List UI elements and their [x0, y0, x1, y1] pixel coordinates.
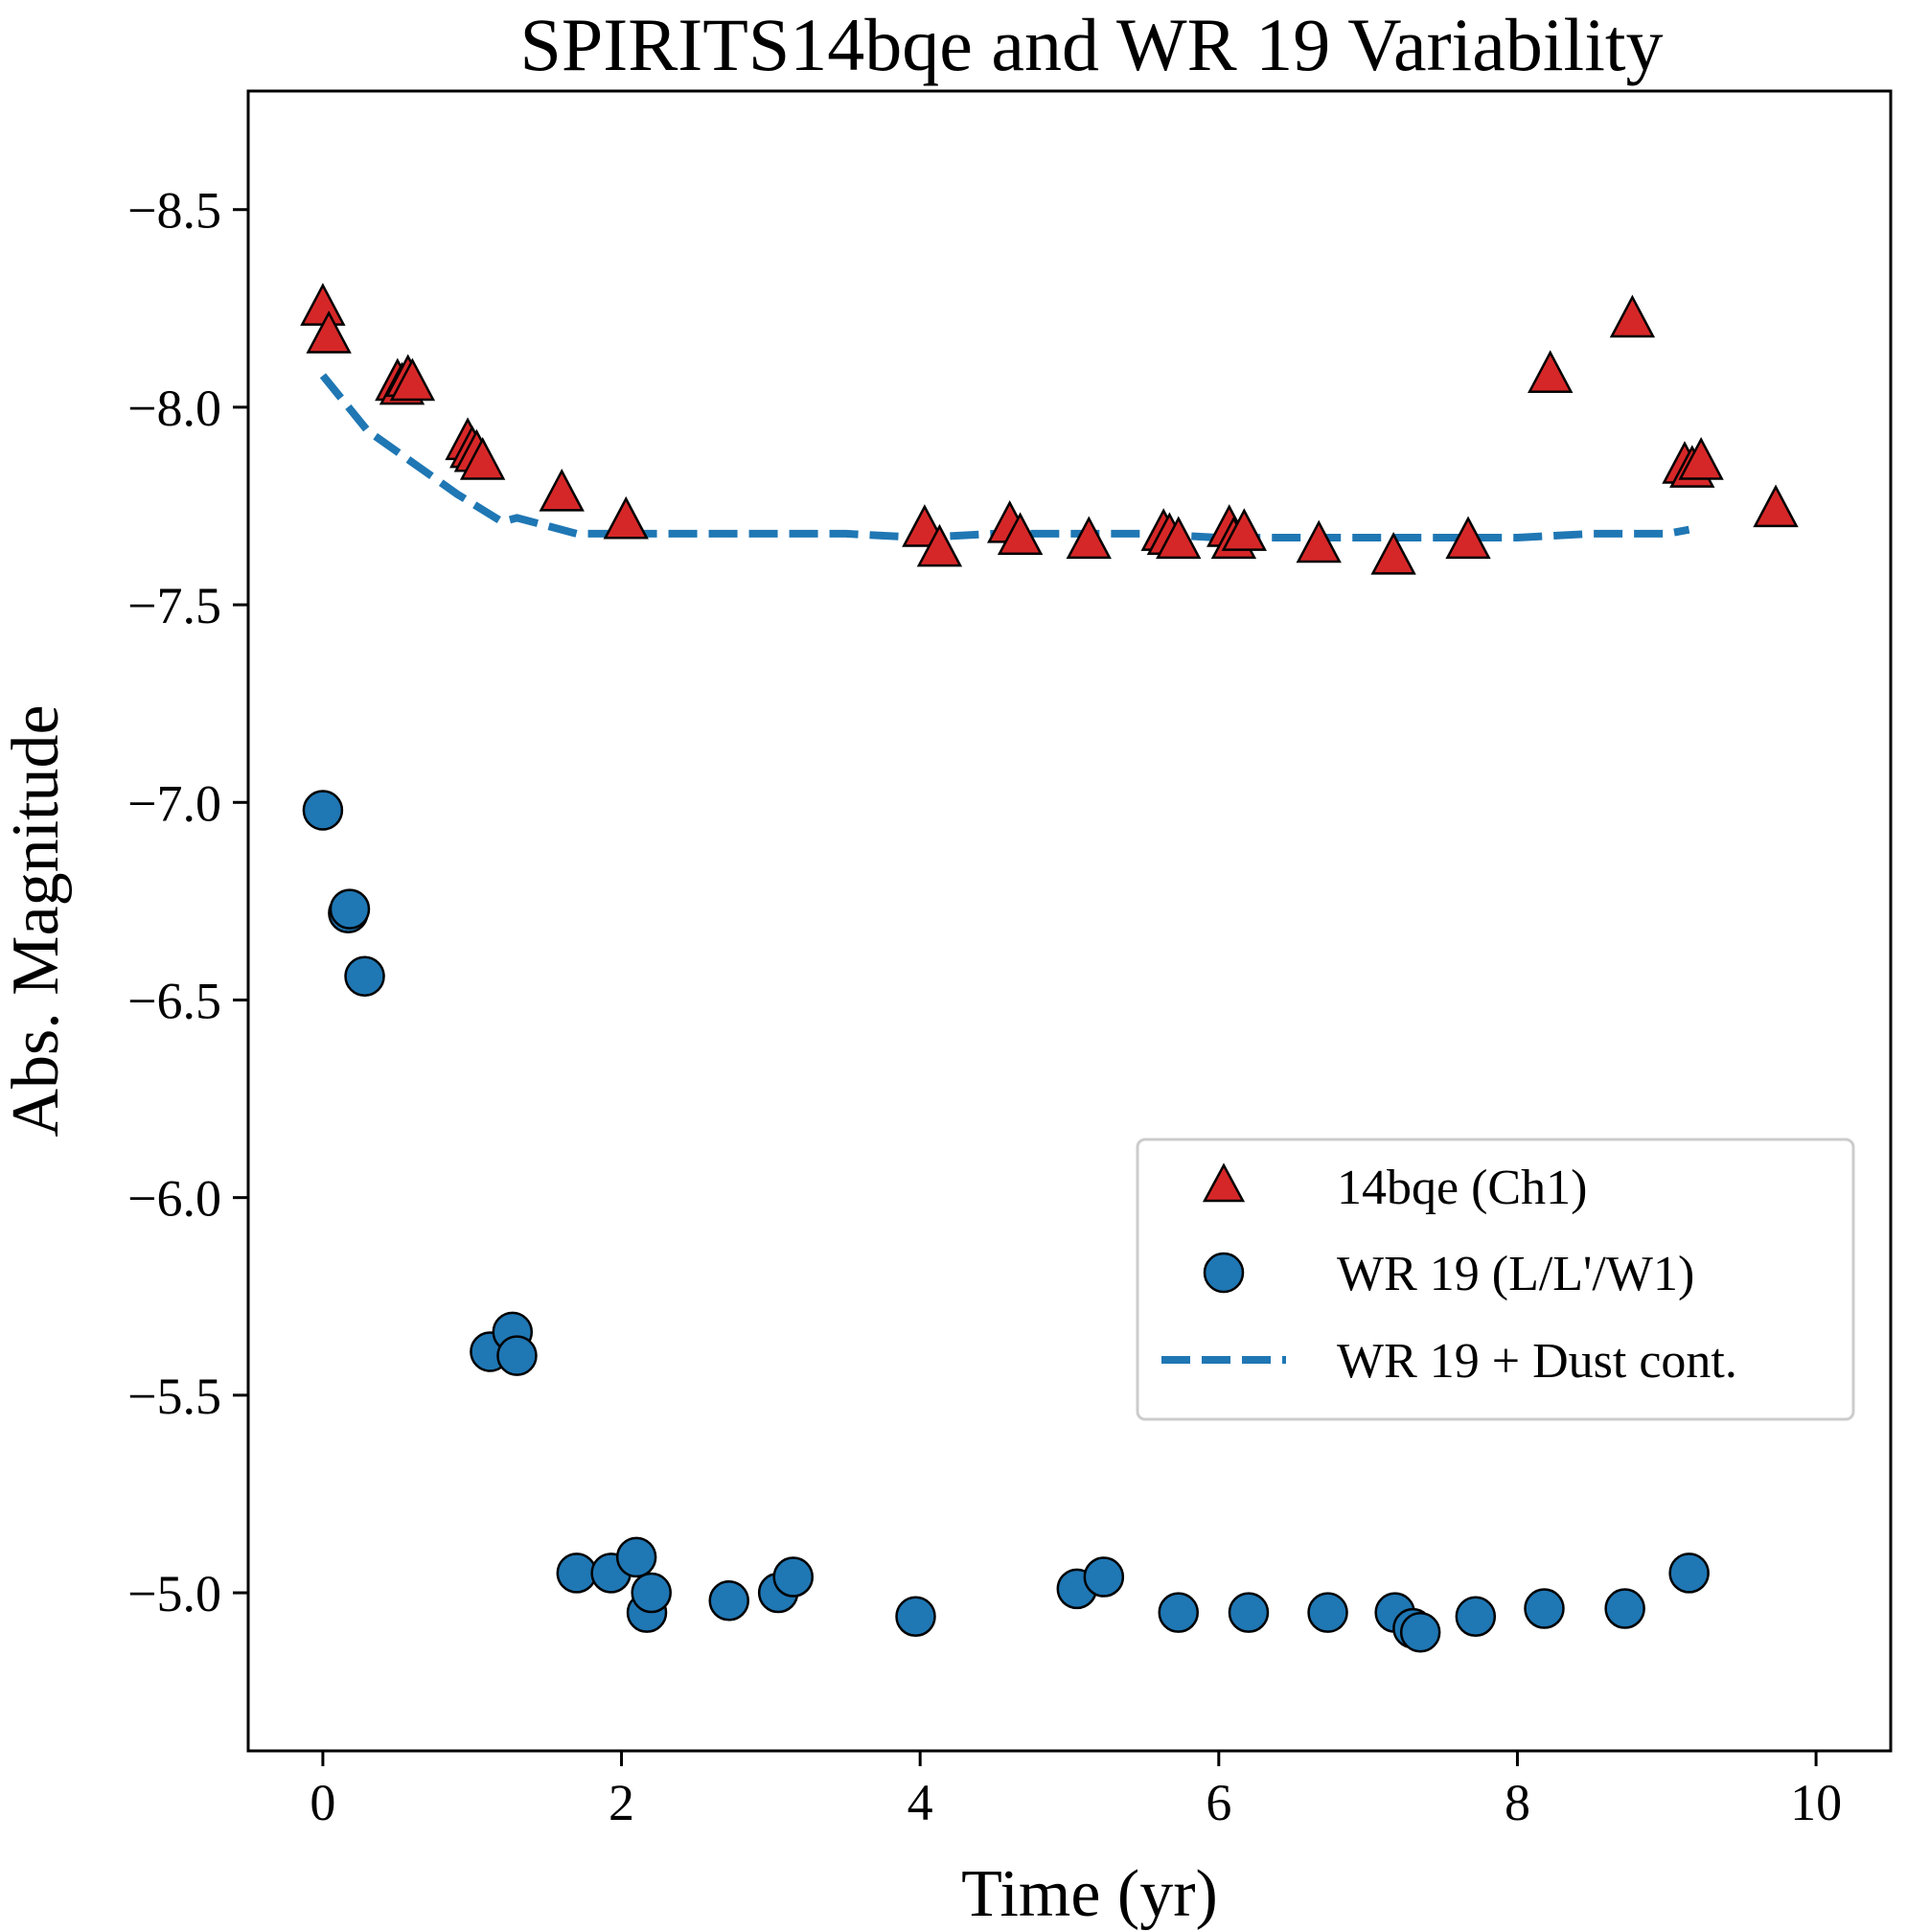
legend-label-14bqe: 14bqe (Ch1) [1337, 1161, 1587, 1215]
y-tick-label: −7.0 [127, 774, 221, 832]
data-point-14bqe [1678, 436, 1724, 480]
data-point-14bqe [459, 436, 506, 480]
legend-label-dust: WR 19 + Dust cont. [1337, 1334, 1737, 1389]
x-axis-label: Time (yr) [961, 1857, 1218, 1931]
data-point-14bqe [997, 512, 1044, 556]
data-point-wr19 [895, 1596, 936, 1638]
series-line-wr19-dust [319, 373, 1690, 542]
data-point-14bqe [1445, 516, 1491, 560]
data-point-14bqe [306, 310, 352, 354]
data-point-14bqe [1221, 508, 1267, 551]
data-point-wr19 [302, 790, 344, 831]
data-point-wr19 [1228, 1592, 1270, 1633]
x-tick-label: 4 [908, 1774, 933, 1831]
y-tick-label: −8.5 [127, 182, 221, 240]
data-point-wr19 [1399, 1612, 1441, 1653]
x-tick-label: 0 [310, 1774, 335, 1831]
x-tick-label: 6 [1206, 1774, 1231, 1831]
data-point-wr19 [772, 1556, 814, 1598]
x-axis: 0 2 4 6 8 10 [310, 1751, 1842, 1831]
x-tick-label: 8 [1505, 1774, 1530, 1831]
y-tick-label: −6.5 [127, 972, 221, 1029]
data-point-wr19 [1083, 1556, 1125, 1598]
legend-frame [1136, 1138, 1855, 1421]
data-point-14bqe [1528, 350, 1574, 393]
data-point-wr19 [1668, 1552, 1710, 1594]
y-axis-label: Abs. Magnitude [0, 704, 73, 1137]
legend-marker-triangle [1202, 1162, 1246, 1203]
y-tick-label: −8.0 [127, 380, 221, 437]
y-tick-label: −7.5 [127, 577, 221, 634]
legend-marker-circle [1203, 1252, 1245, 1294]
chart-title: SPIRITS14bqe and WR 19 Variability [519, 3, 1663, 86]
data-point-14bqe [1296, 519, 1342, 564]
x-tick-label: 2 [609, 1774, 634, 1831]
data-point-14bqe [916, 523, 963, 567]
data-point-14bqe [1609, 294, 1656, 338]
data-point-wr19 [1307, 1592, 1348, 1633]
data-point-wr19 [1455, 1596, 1497, 1638]
data-point-wr19 [1524, 1588, 1565, 1629]
data-point-wr19 [1604, 1588, 1645, 1629]
data-point-wr19 [556, 1552, 598, 1594]
data-point-14bqe [1156, 516, 1202, 560]
data-point-14bqe [1370, 531, 1416, 575]
data-point-wr19 [631, 1572, 672, 1614]
data-point-14bqe [539, 468, 585, 512]
x-tick-label: 10 [1790, 1774, 1842, 1831]
data-point-wr19 [615, 1536, 657, 1578]
data-point-wr19 [329, 888, 371, 930]
y-tick-label: −6.0 [127, 1170, 221, 1228]
data-point-wr19 [1158, 1592, 1199, 1633]
data-point-14bqe [603, 495, 649, 540]
data-point-wr19 [708, 1580, 749, 1622]
y-tick-label: −5.5 [127, 1368, 221, 1425]
legend: 14bqe (Ch1) WR 19 (L/L'/W1) WR 19 + Dust… [1136, 1138, 1855, 1421]
data-point-14bqe [389, 357, 436, 402]
data-point-wr19 [344, 955, 385, 997]
y-tick-label: −5.0 [127, 1565, 221, 1622]
data-point-wr19 [496, 1335, 538, 1376]
plot-area-frame [246, 89, 1893, 1753]
data-point-14bqe [1066, 516, 1112, 560]
legend-label-wr19: WR 19 (L/L'/W1) [1337, 1247, 1694, 1301]
data-point-14bqe [1753, 484, 1799, 528]
series-layer [300, 283, 1799, 1653]
y-axis: −8.5 −8.0 −7.5 −7.0 −6.5 −6.0 −5.5 −5.0 [127, 182, 248, 1622]
